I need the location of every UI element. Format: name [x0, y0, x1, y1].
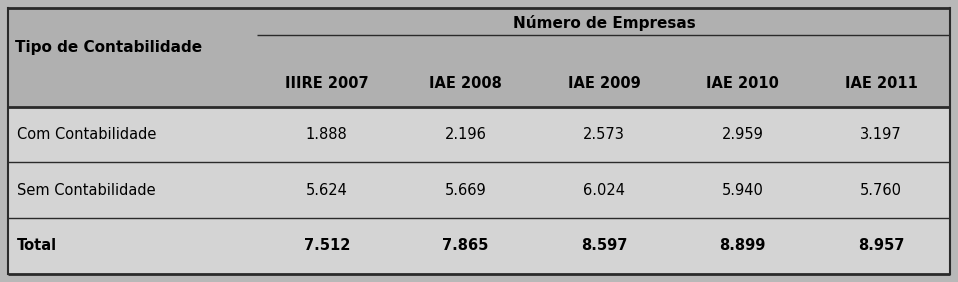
Text: 5.940: 5.940 [721, 182, 764, 197]
Text: IAE 2008: IAE 2008 [429, 76, 502, 91]
Text: 7.512: 7.512 [304, 238, 350, 253]
Text: 5.760: 5.760 [860, 182, 902, 197]
Text: 8.597: 8.597 [581, 238, 627, 253]
Text: 5.669: 5.669 [445, 182, 487, 197]
Text: IAE 2011: IAE 2011 [845, 76, 918, 91]
Text: Total: Total [17, 238, 57, 253]
Text: IIIRE 2007: IIIRE 2007 [285, 76, 369, 91]
Text: 1.888: 1.888 [306, 127, 348, 142]
Bar [8, 162, 950, 218]
Text: 2.196: 2.196 [445, 127, 487, 142]
Text: 5.624: 5.624 [306, 182, 348, 197]
Bar [8, 107, 950, 162]
Text: 2.959: 2.959 [721, 127, 764, 142]
Text: IAE 2010: IAE 2010 [706, 76, 779, 91]
Bar [8, 218, 950, 274]
Bar [8, 8, 950, 60]
Text: Com Contabilidade: Com Contabilidade [17, 127, 156, 142]
Text: 3.197: 3.197 [860, 127, 901, 142]
Bar [8, 60, 950, 107]
Text: 8.957: 8.957 [857, 238, 904, 253]
Text: Sem Contabilidade: Sem Contabilidade [17, 182, 156, 197]
Text: IAE 2009: IAE 2009 [567, 76, 640, 91]
Text: 6.024: 6.024 [582, 182, 625, 197]
Text: 2.573: 2.573 [583, 127, 625, 142]
Text: Número de Empresas: Número de Empresas [513, 15, 696, 31]
Text: 8.899: 8.899 [719, 238, 765, 253]
Text: Tipo de Contabilidade: Tipo de Contabilidade [15, 40, 202, 55]
Text: 7.865: 7.865 [443, 238, 489, 253]
